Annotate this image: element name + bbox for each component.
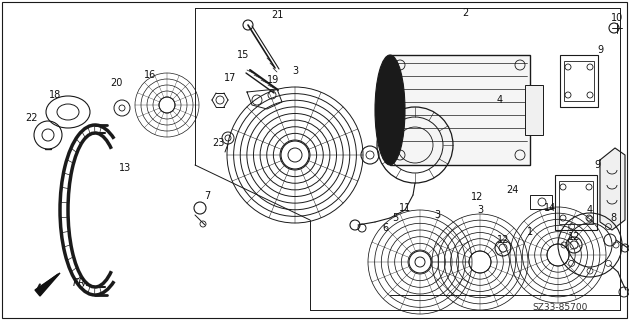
Text: 1: 1 (527, 227, 533, 237)
Text: 12: 12 (568, 232, 580, 242)
Text: 4: 4 (497, 95, 503, 105)
Text: 6: 6 (382, 223, 388, 233)
Bar (559, 181, 593, 224)
Polygon shape (35, 273, 60, 296)
Bar (525, 85, 543, 135)
Bar (530, 195, 552, 209)
Text: 19: 19 (267, 75, 279, 85)
Text: 3: 3 (292, 66, 298, 76)
Bar (560, 55, 598, 107)
Bar (555, 175, 597, 230)
Text: 12: 12 (471, 192, 483, 202)
Text: FR.: FR. (73, 278, 89, 288)
Text: 18: 18 (49, 90, 61, 100)
Text: 5: 5 (392, 213, 398, 223)
Text: 24: 24 (506, 185, 518, 195)
Text: 15: 15 (237, 50, 249, 60)
Bar (390, 55, 530, 165)
Text: 3: 3 (434, 210, 440, 220)
Text: 9: 9 (594, 160, 600, 170)
Text: 4: 4 (587, 205, 593, 215)
Text: 17: 17 (224, 73, 236, 83)
Text: 22: 22 (26, 113, 38, 123)
Text: 21: 21 (271, 10, 283, 20)
Text: SZ33-85700: SZ33-85700 (532, 303, 587, 313)
Text: 9: 9 (597, 45, 603, 55)
Text: 7: 7 (204, 191, 210, 201)
Text: 13: 13 (119, 163, 131, 173)
Text: 8: 8 (610, 213, 616, 223)
Text: 12: 12 (497, 235, 509, 245)
Text: 2: 2 (462, 8, 468, 18)
Text: 16: 16 (144, 70, 156, 80)
Text: 10: 10 (611, 13, 623, 23)
Polygon shape (600, 148, 625, 230)
Text: 23: 23 (212, 138, 224, 148)
Text: 3: 3 (477, 205, 483, 215)
Text: 11: 11 (399, 203, 411, 213)
Bar (564, 61, 594, 101)
Ellipse shape (375, 55, 405, 165)
Text: 20: 20 (110, 78, 122, 88)
Text: 14: 14 (544, 203, 556, 213)
